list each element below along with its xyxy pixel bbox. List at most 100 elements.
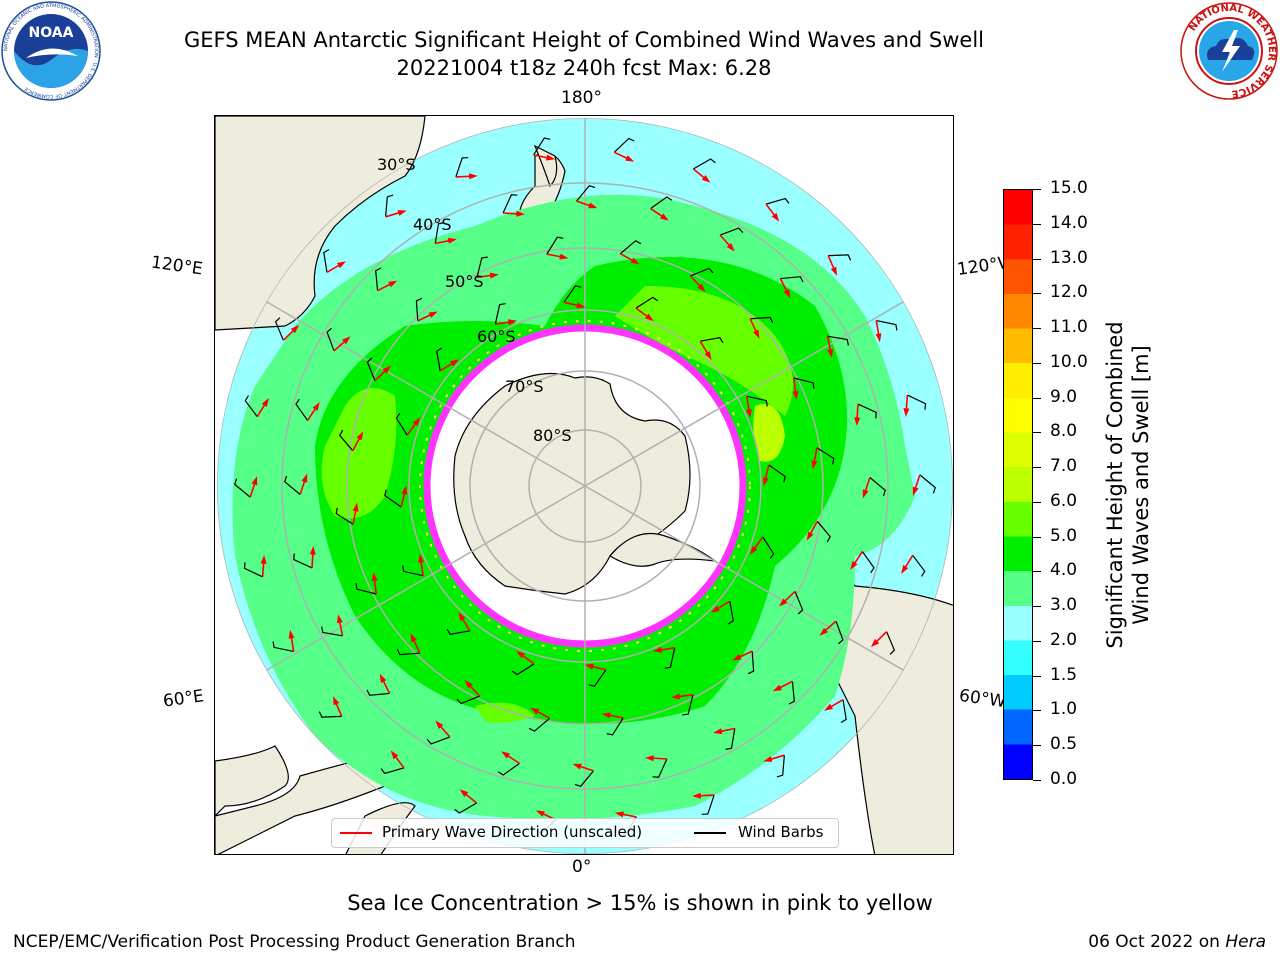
- colorbar-tick: [1033, 467, 1041, 469]
- wind-barb: [746, 395, 768, 407]
- wind-barb: [563, 285, 582, 303]
- wave-arrow-head: [850, 561, 858, 570]
- lon-label-120e: 120°E: [149, 252, 204, 280]
- colorbar: [1003, 189, 1033, 780]
- wave-arrow-head: [356, 431, 364, 441]
- wave-arrow-head: [732, 654, 742, 661]
- colorbar-tick-label: 3.0: [1050, 595, 1078, 616]
- wave-arrow-head: [516, 650, 525, 659]
- wave-arrow-head: [783, 289, 791, 299]
- wind-barb: [606, 717, 624, 736]
- wind-barb: [794, 591, 804, 615]
- wave-arrow-head: [614, 811, 624, 818]
- wind-barb: [497, 762, 520, 776]
- wave-direction-arrow: [282, 328, 296, 341]
- wind-barb: [613, 137, 635, 153]
- wave-arrow-head: [645, 755, 654, 762]
- wave-arrow-head: [469, 173, 478, 180]
- wind-barb: [446, 628, 470, 635]
- wave-arrow-head: [288, 629, 295, 639]
- colorbar-tick: [1033, 189, 1041, 190]
- wind-barb: [635, 296, 659, 309]
- colorbar-tick: [1033, 397, 1041, 399]
- wave-arrow-head: [713, 728, 723, 735]
- wind-barb: [664, 647, 676, 669]
- wave-arrow-head: [584, 663, 594, 670]
- wave-arrow-head: [749, 546, 758, 555]
- wave-direction-arrow: [768, 754, 785, 761]
- legend-barb-swatch: [694, 832, 726, 834]
- colorbar-tick: [1033, 536, 1041, 538]
- wave-direction-arrow: [875, 320, 880, 337]
- wave-arrow-head: [309, 546, 316, 555]
- lon-label-60e: 60°E: [161, 686, 206, 712]
- wave-arrow-head: [508, 319, 517, 326]
- wave-arrow-head: [371, 572, 378, 582]
- wave-arrow-head: [390, 750, 399, 760]
- wave-direction-arrow: [650, 757, 667, 760]
- wave-direction-arrow: [719, 234, 732, 248]
- wind-barb: [396, 648, 420, 656]
- wave-direction-arrow: [385, 211, 402, 218]
- wind-barb: [335, 507, 354, 525]
- wave-arrow-head: [459, 789, 469, 797]
- wave-direction-arrow: [334, 701, 343, 717]
- wind-barb: [869, 477, 886, 497]
- wave-arrow-head: [762, 477, 769, 487]
- wind-barb: [762, 536, 775, 560]
- colorbar-tick-label: 11.0: [1050, 317, 1088, 338]
- wind-barb: [816, 447, 835, 465]
- wave-direction-arrow: [650, 207, 665, 219]
- wave-direction-arrow: [352, 508, 357, 525]
- colorbar-tick: [1033, 675, 1041, 677]
- wind-barb: [243, 562, 263, 578]
- noaa-text: NOAA: [29, 25, 74, 41]
- wind-barb: [700, 337, 724, 344]
- polar-map: 30°S 40°S 50°S 60°S 70°S 80°S: [215, 116, 953, 854]
- wave-arrow-head: [625, 155, 635, 162]
- colorbar-tick: [1033, 640, 1041, 642]
- wave-arrow-head: [447, 237, 457, 244]
- colorbar-tick-label: 0.0: [1050, 769, 1078, 789]
- colorbar-tick: [1033, 501, 1041, 503]
- wind-barb: [234, 478, 251, 498]
- map-legend: Primary Wave Direction (unscaled) Wind B…: [331, 818, 839, 848]
- wind-barb: [502, 194, 518, 214]
- legend-wave-label: Primary Wave Direction (unscaled): [382, 823, 643, 841]
- footer-credit: NCEP/EMC/Verification Post Processing Pr…: [13, 932, 576, 952]
- wave-arrow-head: [824, 703, 833, 711]
- lat-label-50s: 50°S: [445, 272, 484, 291]
- wind-barb: [402, 565, 424, 577]
- lat-label-60s: 60°S: [477, 327, 516, 346]
- wave-arrow-head: [701, 175, 711, 183]
- wind-barb: [375, 267, 382, 291]
- wave-direction-arrow: [455, 175, 472, 178]
- wave-direction-arrow: [563, 301, 580, 307]
- wave-arrow-head: [516, 210, 525, 217]
- wind-barb: [326, 327, 335, 352]
- wind-barb: [355, 583, 377, 595]
- wind-barb: [682, 694, 694, 716]
- wind-barb: [456, 695, 480, 705]
- wave-direction-arrow: [698, 794, 715, 797]
- colorbar-tick-label: 4.0: [1050, 560, 1078, 581]
- colorbar-tick: [1033, 258, 1041, 260]
- wave-direction-arrow: [827, 255, 836, 271]
- noaa-logo: NOAA NATIONAL OCEANIC AND ATMOSPHERIC AD…: [1, 1, 101, 101]
- wind-barb: [693, 158, 716, 170]
- wind-barb: [857, 403, 877, 419]
- colorbar-tick: [1033, 571, 1041, 573]
- colorbar-title: Significant Height of Combined Wind Wave…: [1103, 321, 1153, 649]
- wind-barb: [455, 157, 469, 178]
- wave-arrow-head: [261, 398, 269, 407]
- wind-barb: [454, 802, 477, 814]
- wind-barb: [339, 429, 354, 452]
- wave-direction-arrow: [874, 631, 888, 644]
- wave-arrow-head: [501, 751, 510, 759]
- colorbar-tick: [1033, 780, 1041, 781]
- lon-label-60w: 60°W: [957, 685, 1008, 713]
- wind-barb: [816, 520, 831, 543]
- wind-barb: [861, 551, 875, 574]
- wave-arrow-head: [401, 485, 408, 495]
- wind-barb: [494, 303, 506, 325]
